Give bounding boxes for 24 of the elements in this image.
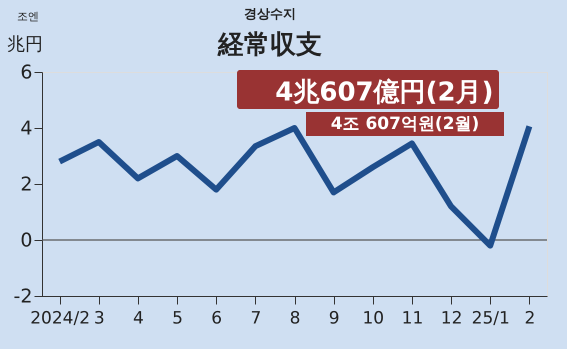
x-tick-label: 9 — [328, 308, 340, 328]
y-tick-label: 4 — [20, 118, 32, 140]
x-tick-label: 4 — [132, 308, 144, 328]
x-tick-label: 8 — [290, 308, 300, 328]
x-tick-label: 12 — [440, 308, 462, 328]
y-axis-title: 兆円 — [7, 34, 43, 55]
x-tick-label: 2 — [524, 308, 536, 328]
y-tick-label: 6 — [20, 62, 32, 84]
x-tick-label: 25/1 — [472, 308, 510, 328]
y-tick-label: 2 — [20, 174, 32, 196]
chart-subtitle: 경상수지 — [244, 7, 296, 22]
x-tick-label: 6 — [211, 308, 222, 328]
x-tick-label: 11 — [402, 308, 424, 328]
x-tick-label: 2024/2 — [30, 308, 90, 328]
x-tick-label: 3 — [94, 308, 105, 328]
x-tick-label: 5 — [172, 308, 183, 328]
y-tick-label: 0 — [20, 230, 32, 252]
x-tick-label: 10 — [362, 308, 384, 328]
annotation: 4兆607億円(2月) — [275, 77, 494, 108]
annotation: 4조 607억원(2월) — [330, 114, 480, 134]
x-tick-label: 7 — [250, 308, 262, 328]
chart-title: 経常収支 — [217, 30, 322, 60]
y-tick-label: -2 — [14, 286, 32, 308]
text: 조엔 — [17, 10, 39, 23]
